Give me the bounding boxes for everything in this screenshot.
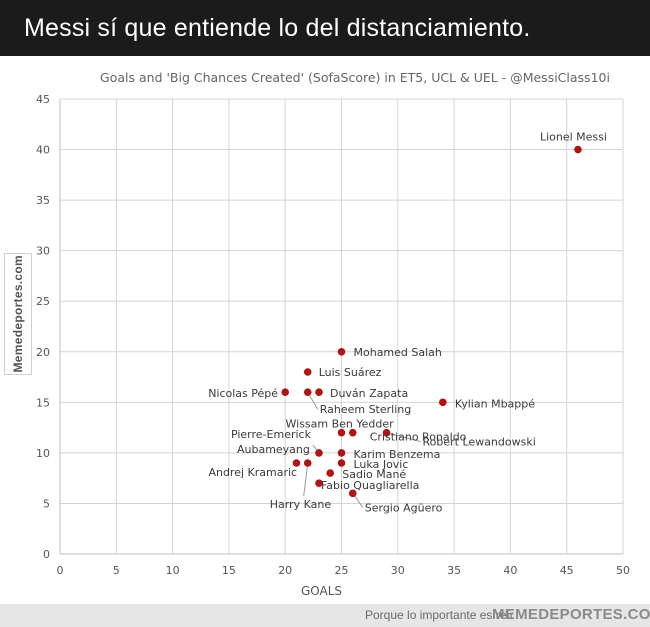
y-tick-label: 10 [36, 447, 50, 460]
data-label: Robert Lewandowski [423, 436, 536, 449]
data-label: Karim Benzema [354, 448, 441, 461]
data-label: Luka Jovic [354, 458, 409, 471]
x-tick-label: 40 [503, 564, 517, 577]
data-point [574, 145, 582, 154]
header-bar: Messi sí que entiende lo del distanciami… [0, 0, 650, 56]
leader-line [386, 432, 421, 443]
x-tick-label: 0 [57, 564, 64, 577]
data-point [348, 489, 357, 498]
data-label: Kylian Mbappé [455, 397, 535, 410]
data-point [348, 428, 357, 437]
scatter-chart: Goals and 'Big Chances Created' (SofaSco… [36, 70, 630, 598]
data-point [337, 459, 346, 467]
data-label: Mohamed Salah [354, 346, 442, 359]
y-tick-label: 30 [36, 245, 50, 258]
chart-area: Goals and 'Big Chances Created' (SofaSco… [0, 56, 650, 604]
data-point [337, 428, 346, 437]
data-label: Harry Kane [270, 498, 332, 511]
data-label: Sergio Agüero [365, 501, 443, 514]
y-tick-label: 20 [36, 346, 50, 359]
data-point [382, 428, 391, 437]
x-tick-label: 35 [447, 564, 461, 577]
y-tick-label: 0 [43, 548, 50, 561]
data-point [315, 449, 323, 457]
y-tick-label: 45 [36, 93, 50, 106]
y-tick-label: 25 [36, 295, 50, 308]
y-tick-label: 40 [36, 144, 50, 157]
x-tick-label: 30 [391, 564, 405, 577]
x-tick-label: 25 [335, 564, 349, 577]
data-label: Raheem Sterling [320, 403, 412, 416]
side-watermark-text: Memedeportes.com [11, 255, 25, 373]
data-label: Nicolas Pépé [208, 387, 278, 400]
data-point [337, 347, 346, 356]
data-label: Duván Zapata [330, 387, 408, 400]
y-tick-label: 35 [36, 194, 50, 207]
footer-bar: Porque lo importante es reír MEMEDEPORTE… [0, 604, 650, 627]
data-label: Luis Suárez [319, 366, 382, 379]
data-point [315, 479, 323, 488]
data-label: Fabio Quagliarella [321, 479, 419, 492]
data-point [326, 469, 335, 477]
data-point [337, 449, 346, 457]
x-axis-title: GOALS [301, 584, 342, 598]
data-point [439, 398, 447, 407]
data-label: Pierre-Emerick Aubameyang [231, 428, 312, 456]
x-tick-label: 10 [166, 564, 180, 577]
data-point [292, 459, 301, 467]
x-tick-label: 50 [616, 564, 630, 577]
footer-slogan: Porque lo importante es reír [365, 608, 514, 622]
meme-caption: Messi sí que entiende lo del distanciami… [24, 13, 531, 42]
data-label: Cristiano Ronaldo [370, 431, 467, 444]
leader-line [303, 462, 309, 497]
y-tick-label: 5 [43, 497, 50, 510]
data-label: Lionel Messi [540, 131, 607, 144]
x-tick-label: 15 [222, 564, 236, 577]
data-point [303, 388, 312, 397]
x-tick-label: 5 [113, 564, 120, 577]
data-point [303, 368, 312, 376]
data-label: Sadio Mané [342, 468, 406, 481]
y-tick-label: 15 [36, 396, 50, 409]
x-tick-label: 20 [278, 564, 292, 577]
data-point [303, 459, 312, 467]
side-watermark: Memedeportes.com [4, 253, 32, 375]
data-label: Wissam Ben Yedder [286, 418, 395, 431]
chart-title: Goals and 'Big Chances Created' (SofaSco… [100, 70, 610, 85]
data-point [315, 388, 323, 397]
data-label: Andrej Kramaric [208, 466, 297, 479]
footer-brand: MEMEDEPORTES.COM [492, 606, 650, 623]
x-tick-label: 45 [560, 564, 574, 577]
data-point [281, 388, 290, 397]
